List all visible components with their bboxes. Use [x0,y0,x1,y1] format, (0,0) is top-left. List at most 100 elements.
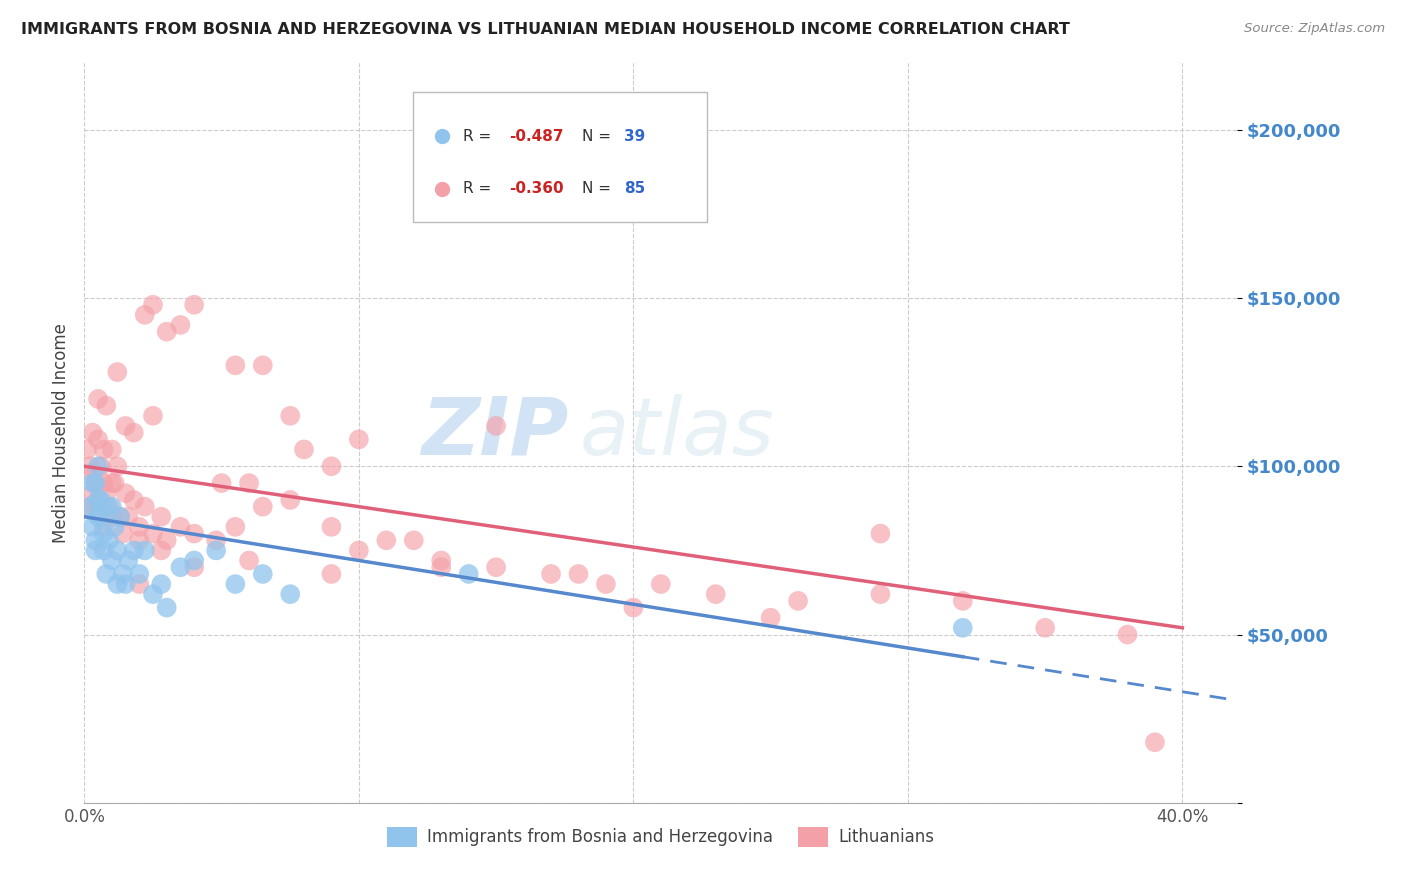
Point [84,533,107,548]
Point [134,543,156,558]
Point [183,553,205,567]
Point [142,409,165,423]
Point [142,298,165,312]
Point [98,500,121,514]
Point [105,365,128,379]
Point [1116,627,1139,641]
Point [321,459,343,474]
Point [114,577,136,591]
Point [101,509,124,524]
Point [540,566,562,581]
Text: 85: 85 [624,181,645,196]
Point [96,399,118,413]
Point [252,500,274,514]
Point [103,476,125,491]
Point [134,308,156,322]
Point [278,409,301,423]
Point [205,543,228,558]
Point [150,543,173,558]
Point [252,359,274,373]
Point [82,466,104,480]
Point [430,560,453,574]
Point [96,566,118,581]
Point [90,492,112,507]
Point [869,526,891,541]
Point [1143,735,1166,749]
Point [224,577,246,591]
Point [117,553,139,567]
Point [869,587,891,601]
Point [595,577,617,591]
Point [759,610,782,624]
Point [114,486,136,500]
Point [105,577,128,591]
Point [252,566,274,581]
Point [111,566,134,581]
Point [169,318,191,332]
Point [117,509,139,524]
Point [787,594,810,608]
Point [321,520,343,534]
Point [347,433,370,447]
Point [98,533,121,548]
Point [87,459,110,474]
Text: -0.487: -0.487 [509,128,564,144]
Point [485,418,508,433]
Point [101,442,124,457]
FancyBboxPatch shape [413,92,707,221]
Point [224,359,246,373]
Point [82,520,104,534]
Point [82,476,104,491]
Text: N =: N = [582,181,616,196]
Point [105,543,128,558]
Point [79,500,101,514]
Point [82,486,104,500]
Point [114,418,136,433]
Point [122,492,145,507]
Point [111,526,134,541]
Point [292,442,315,457]
Point [84,476,107,491]
Point [101,476,124,491]
Point [704,587,727,601]
Point [87,492,110,507]
Point [122,425,145,440]
Point [93,442,115,457]
Point [103,520,125,534]
Y-axis label: Median Household Income: Median Household Income [52,323,70,542]
Point [238,476,260,491]
Point [567,566,589,581]
Point [169,560,191,574]
Point [134,500,156,514]
Point [90,509,112,524]
Point [128,520,150,534]
Point [93,526,115,541]
Point [87,433,110,447]
Point [84,476,107,491]
Point [183,560,205,574]
Point [156,533,179,548]
Point [142,526,165,541]
Point [93,543,115,558]
Point [485,560,508,574]
Point [105,459,128,474]
Text: -0.360: -0.360 [509,181,564,196]
Point [108,509,131,524]
Point [101,500,124,514]
Point [1033,621,1056,635]
Point [402,533,425,548]
Point [211,476,233,491]
Point [93,476,115,491]
Text: atlas: atlas [581,393,775,472]
Point [169,520,191,534]
Point [150,577,173,591]
Point [79,459,101,474]
Point [79,500,101,514]
Point [183,298,205,312]
Point [84,543,107,558]
Point [205,533,228,548]
Point [952,594,974,608]
Point [93,520,115,534]
Point [224,520,246,534]
Point [952,621,974,635]
